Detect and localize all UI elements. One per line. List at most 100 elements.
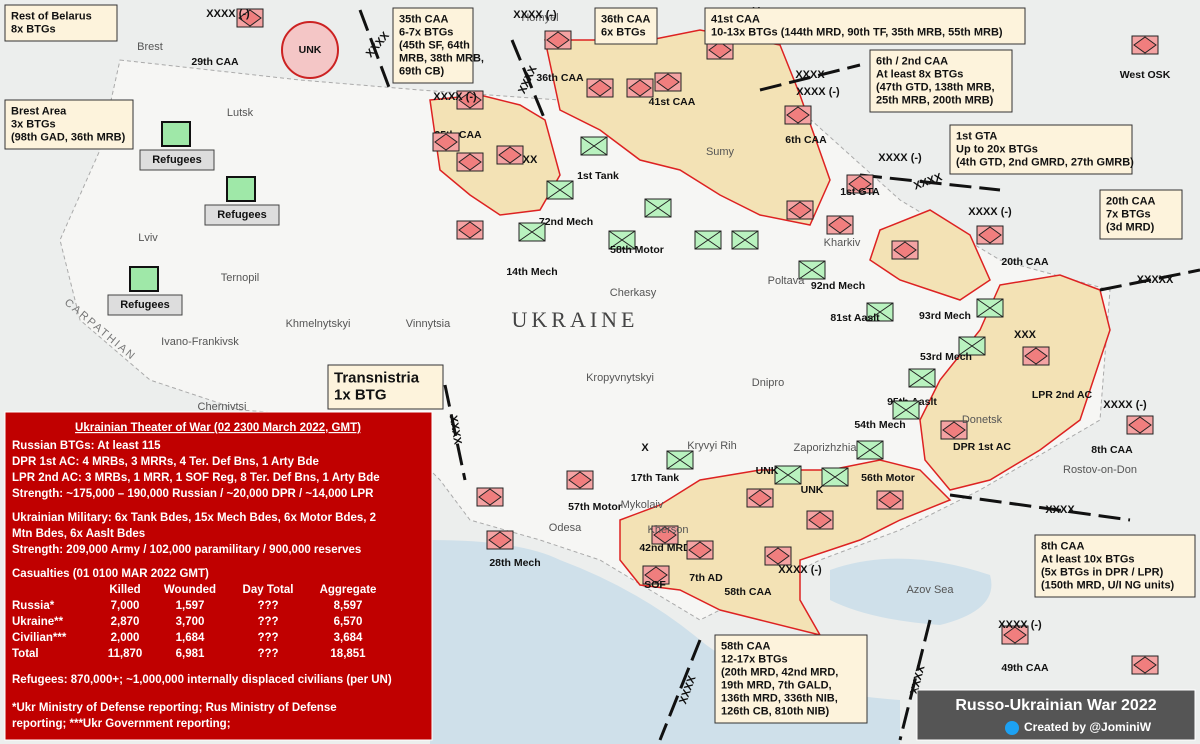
footer-credit: Created by @JominiW	[1024, 720, 1152, 734]
callout-box	[392, 7, 474, 84]
echelon-label: XXXX (-)	[206, 8, 250, 20]
casualties-title: Casualties (01 0100 MAR 2022 GMT)	[12, 568, 209, 580]
panel-note: reporting; ***Ukr Government reporting;	[12, 718, 231, 730]
callout-line: (5x BTGs in DPR / LPR)	[1041, 566, 1164, 578]
callout-title: Rest of Belarus	[11, 10, 92, 22]
boundary	[358, 9, 392, 91]
callout-line: 136th MRD, 336th NIB,	[721, 692, 838, 704]
callout-line: (20th MRD, 42nd MRD,	[721, 666, 838, 678]
unit-x	[908, 368, 936, 388]
callout-line: 6-7x BTGs	[399, 26, 453, 38]
unit-label: DPR 1st AC	[953, 441, 1011, 453]
callout-line: At least 10x BTGs	[1041, 553, 1135, 565]
unit-label: LPR 2nd AC	[1032, 389, 1093, 401]
unit-label: 14th Mech	[506, 266, 557, 278]
unit-label: 92nd Mech	[811, 280, 865, 292]
unit-diamond	[893, 241, 917, 259]
unit-label: 54th Mech	[854, 419, 905, 431]
boundary	[859, 173, 1001, 192]
unit-x	[731, 230, 759, 250]
echelon-label: XXXX (-)	[1103, 399, 1147, 411]
table-header: Aggregate	[320, 584, 377, 596]
boundary	[658, 639, 702, 741]
callout-line: (3d MRD)	[1106, 221, 1155, 233]
unit-x	[694, 230, 722, 250]
panel-line: Strength: ~175,000 – 190,000 Russian / ~…	[12, 488, 374, 500]
callout-title: 20th CAA	[1106, 195, 1156, 207]
unit-diamond	[828, 216, 852, 234]
callout-title: 58th CAA	[721, 640, 771, 652]
unit-diamond	[788, 201, 812, 219]
unit-diamond	[1003, 626, 1027, 644]
unit-label: 49th CAA	[1001, 662, 1049, 674]
table-header: Killed	[109, 584, 140, 596]
city-label: Cherkasy	[610, 287, 657, 299]
unit-diamond	[568, 471, 592, 489]
unit-diamond	[588, 79, 612, 97]
unit-label: 36th CAA	[536, 72, 584, 84]
table-cell: 2,870	[111, 616, 140, 628]
unit-label: UNK	[299, 44, 322, 56]
refugee-icon	[129, 266, 159, 292]
city-label: Khmelnytskyi	[286, 318, 351, 330]
boundary	[759, 63, 861, 92]
callout-box	[714, 634, 868, 724]
unit-circle	[281, 21, 339, 79]
city-label: Homyel	[521, 12, 558, 24]
info-panel	[4, 411, 433, 741]
unit-label: 58th Motor	[610, 244, 664, 256]
unit-label: 28th Mech	[489, 557, 540, 569]
unit-label: West OSK	[1120, 69, 1171, 81]
unit-label: 93rd Mech	[919, 310, 971, 322]
unit-diamond	[546, 31, 570, 49]
refugee-box	[204, 204, 280, 226]
table-cell: 1,597	[176, 600, 205, 612]
callout-box	[869, 49, 1013, 113]
table-cell: ???	[257, 632, 278, 644]
unit-label: 20th CAA	[1001, 256, 1049, 268]
callout-line: 1x BTG	[334, 386, 387, 403]
callout-title: 41st CAA	[711, 13, 760, 25]
echelon-label: XXXX (-)	[513, 9, 557, 21]
callout-box	[1034, 534, 1196, 598]
refugee-stat: Refugees: 870,000+; ~1,000,000 internall…	[12, 674, 392, 686]
unit-diamond	[848, 175, 872, 193]
callout-line: (150th MRD, U/I NG units)	[1041, 579, 1175, 591]
unit-label: 57th Motor	[568, 501, 622, 513]
table-cell: 11,870	[108, 648, 143, 660]
boundaries	[358, 9, 1200, 741]
unit-diamond	[766, 547, 790, 565]
city-label: Brest	[137, 41, 163, 53]
callout-box	[594, 7, 658, 45]
callout-line: 12-17x BTGs	[721, 653, 788, 665]
panel-line: LPR 2nd AC: 3 MRBs, 1 MRR, 1 SOF Reg, 8 …	[12, 472, 380, 484]
unit-diamond	[688, 541, 712, 559]
unit-label: 8th CAA	[1091, 444, 1133, 456]
refugee-box	[107, 294, 183, 316]
boundary	[510, 39, 547, 121]
refugee-label: Refugees	[217, 209, 267, 221]
callout-line: At least 8x BTGs	[876, 68, 963, 80]
city-label: Dnipro	[752, 377, 784, 389]
callout-line: Up to 20x BTGs	[956, 143, 1038, 155]
table-cell: 6,981	[176, 648, 205, 660]
refugee-icon	[161, 121, 191, 147]
callout-title: Transnistria	[334, 369, 420, 386]
table-cell: 18,851	[330, 648, 366, 660]
unit-x	[666, 450, 694, 470]
row-label: Russia*	[12, 600, 55, 612]
callout-title: 35th CAA	[399, 13, 449, 25]
unit-diamond	[808, 511, 832, 529]
refugee-label: Refugees	[120, 299, 170, 311]
unit-diamond	[978, 226, 1002, 244]
twitter-icon	[1005, 721, 1019, 735]
unit-diamond	[458, 91, 482, 109]
unit-diamond	[498, 146, 522, 164]
unit-diamond	[488, 531, 512, 549]
unit-label: UNK	[756, 465, 779, 477]
city-label: Kropyvnytskyi	[586, 372, 654, 384]
unit-label: UNK	[801, 484, 824, 496]
row-label: Total	[12, 648, 39, 660]
unit-x	[856, 440, 884, 460]
